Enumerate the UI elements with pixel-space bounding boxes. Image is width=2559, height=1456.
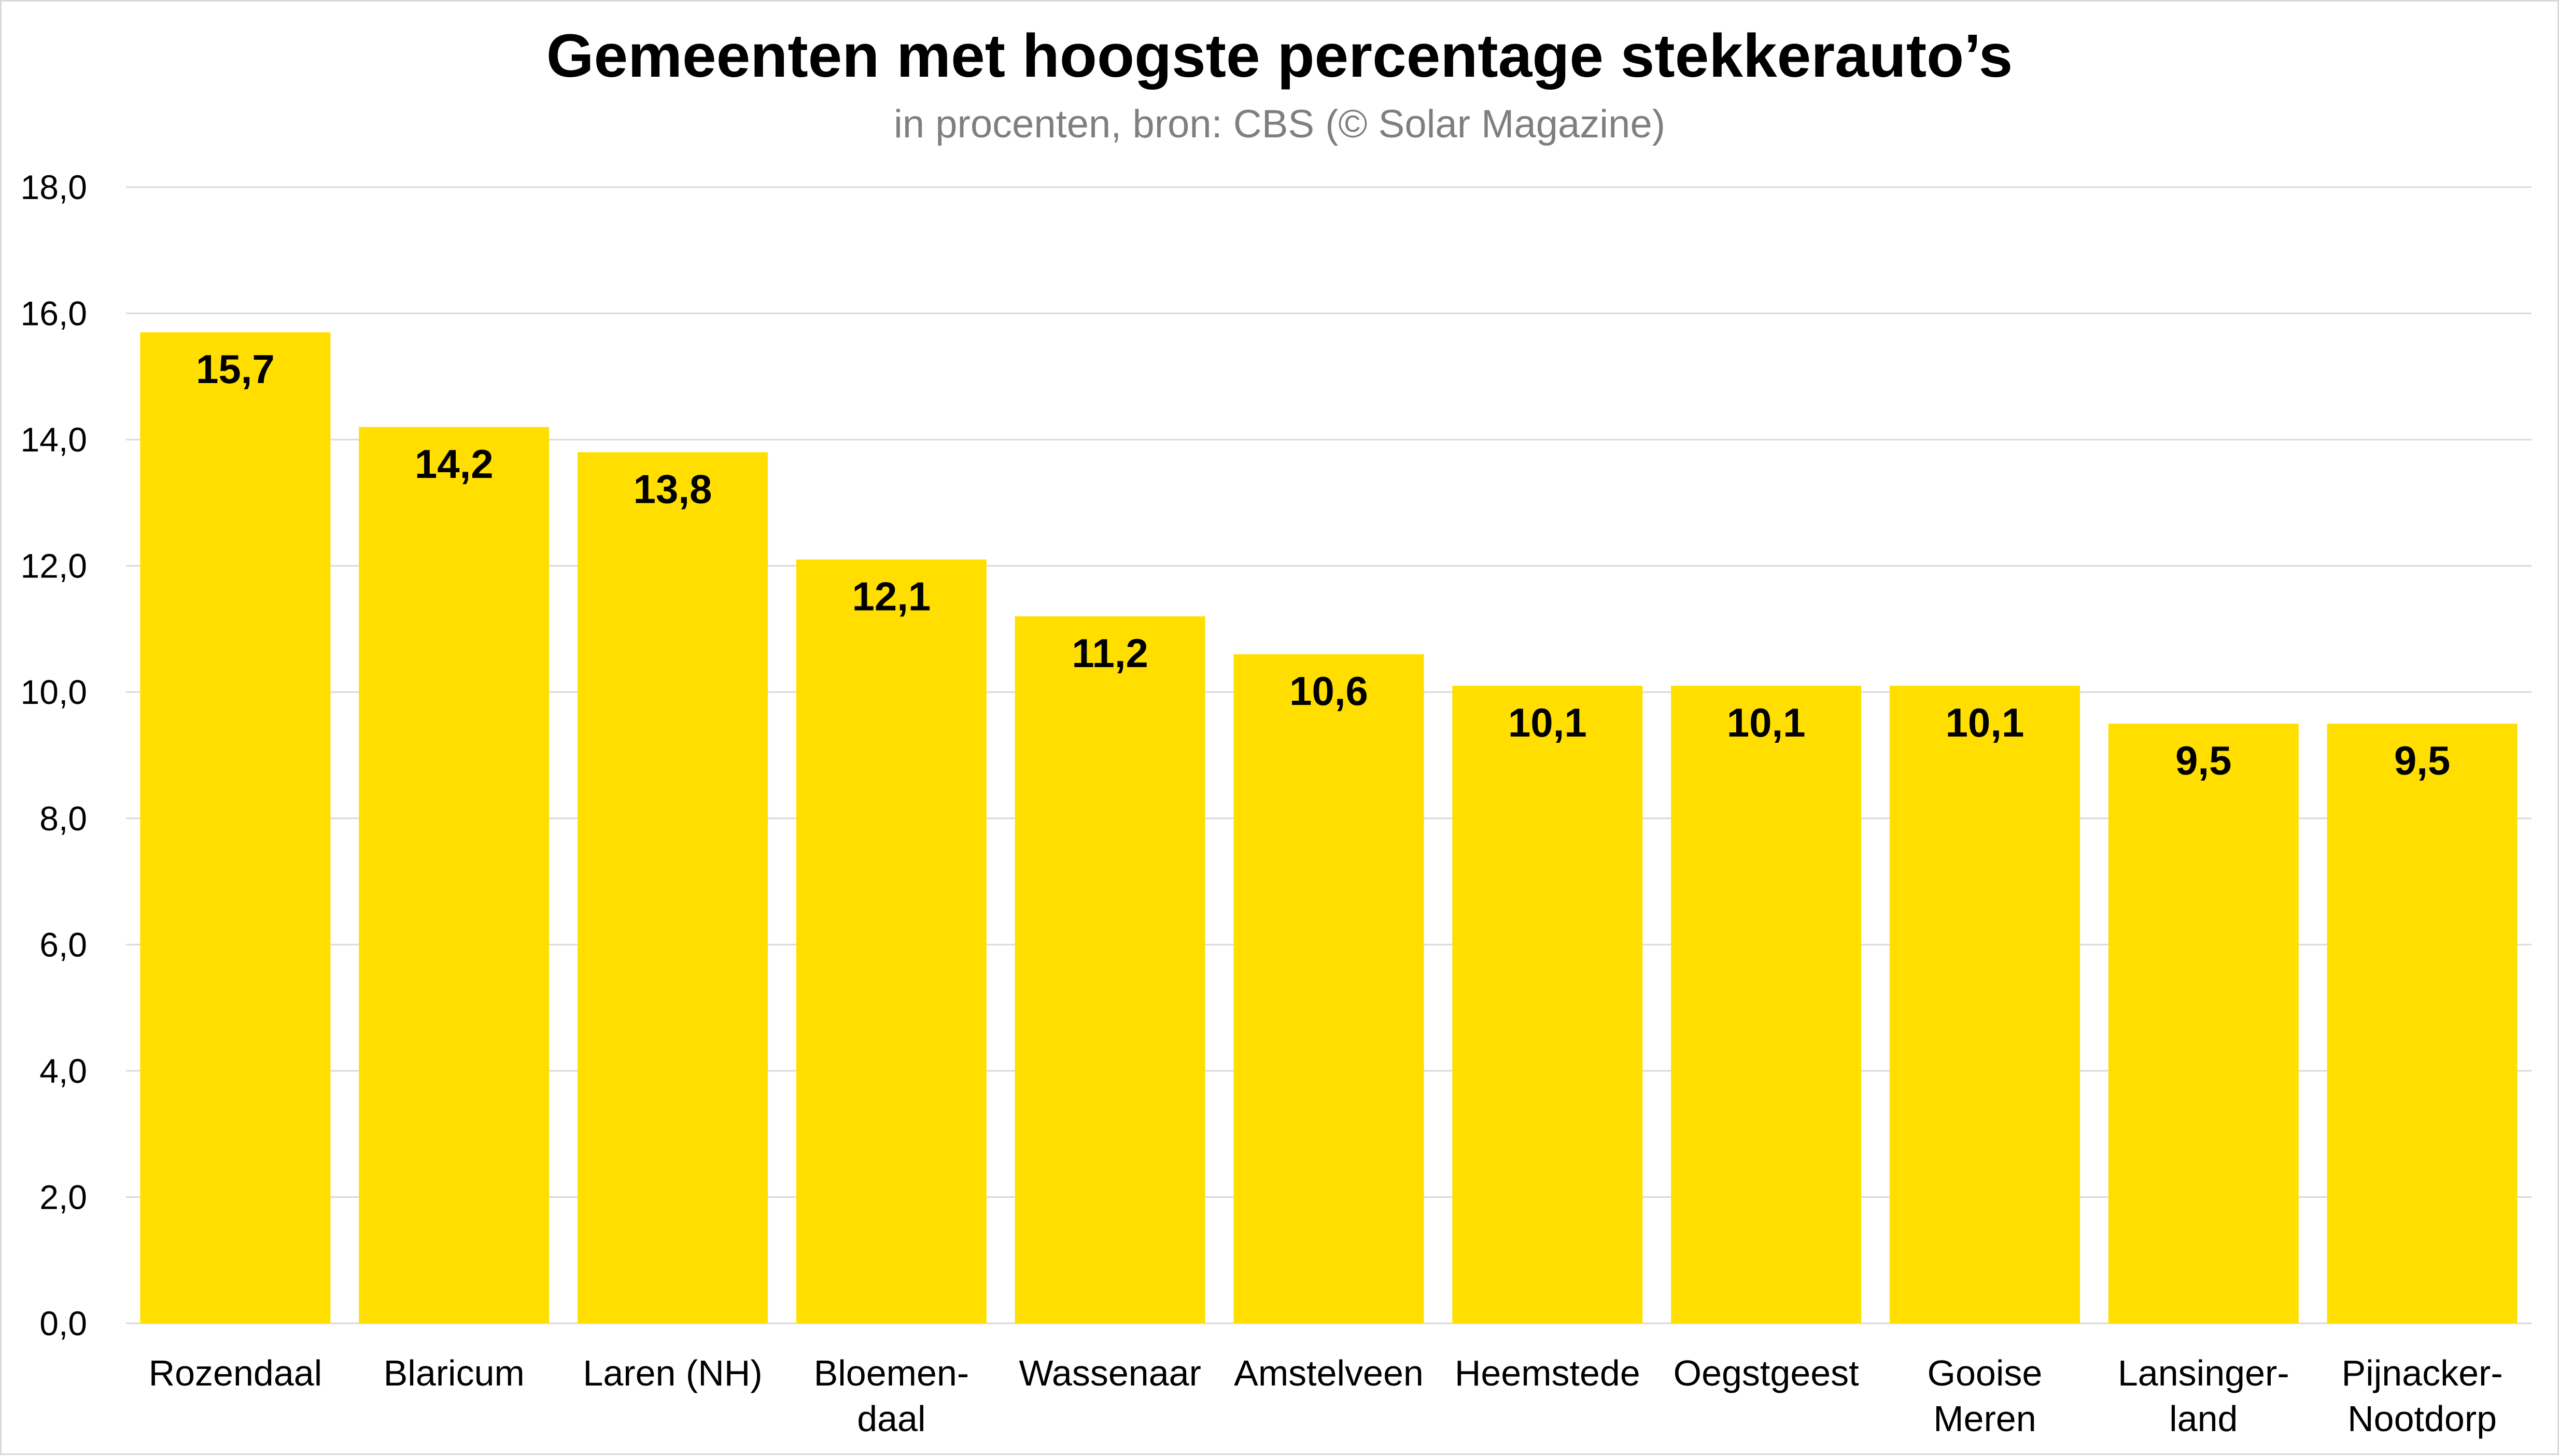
bar	[1015, 616, 1205, 1323]
x-tick-label: Gooise Meren	[1928, 1353, 2043, 1439]
bar	[1233, 654, 1424, 1323]
y-tick-label: 8,0	[39, 799, 87, 838]
bar	[578, 452, 768, 1323]
bar	[2108, 724, 2299, 1323]
bar	[359, 427, 550, 1323]
data-label: 12,1	[852, 573, 931, 619]
bar	[796, 559, 987, 1323]
bar	[140, 332, 331, 1323]
x-tick-label-line: daal	[857, 1398, 925, 1439]
bar	[1671, 686, 1862, 1323]
bar	[2327, 724, 2518, 1323]
x-tick-label-line: Bloemen-	[814, 1353, 969, 1393]
x-tick-label: Bloemen-daal	[814, 1353, 969, 1439]
data-label: 9,5	[2175, 738, 2231, 783]
y-tick-label: 10,0	[21, 673, 87, 711]
x-tick-label-line: Nootdorp	[2347, 1398, 2497, 1439]
data-label: 9,5	[2394, 738, 2450, 783]
y-tick-label: 4,0	[39, 1052, 87, 1090]
bar	[1889, 686, 2080, 1323]
x-tick-label-line: Blaricum	[384, 1353, 525, 1393]
x-axis-ticks: Rozendaal Blaricum Laren (NH) Bloemen-daal W…	[149, 1353, 2503, 1439]
chart-subtitle: in procenten, bron: CBS (© Solar Magazin…	[894, 102, 1665, 146]
data-label: 10,1	[1946, 700, 2024, 745]
y-tick-label: 12,0	[21, 547, 87, 585]
x-tick-label: Laren (NH)	[583, 1353, 762, 1393]
data-label: 10,1	[1727, 700, 1806, 745]
data-label: 10,1	[1508, 700, 1587, 745]
data-label: 13,8	[634, 466, 712, 512]
x-tick-label-line: Oegstgeest	[1674, 1353, 1859, 1393]
y-tick-label: 2,0	[39, 1178, 87, 1216]
x-tick-label-line: Amstelveen	[1234, 1353, 1424, 1393]
x-tick-label: Oegstgeest	[1674, 1353, 1859, 1393]
x-tick-label-line: Pijnacker-	[2341, 1353, 2502, 1393]
x-tick-label: Blaricum	[384, 1353, 525, 1393]
bars	[140, 332, 2518, 1323]
x-tick-label-line: Wassenaar	[1019, 1353, 1201, 1393]
x-tick-label-line: Meren	[1933, 1398, 2036, 1439]
x-tick-label: Amstelveen	[1234, 1353, 1424, 1393]
data-labels: 15,7 14,2 13,8 12,1 11,2 10,6 10,1 10,1 10,1 9,5 9…	[196, 346, 2450, 783]
data-label: 15,7	[196, 346, 275, 392]
x-tick-label-line: Rozendaal	[149, 1353, 322, 1393]
y-tick-label: 16,0	[21, 294, 87, 333]
y-tick-label: 18,0	[21, 168, 87, 206]
y-tick-label: 14,0	[21, 420, 87, 459]
x-tick-label: Pijnacker- Nootdorp	[2341, 1353, 2502, 1439]
y-axis-ticks: 0,0 2,0 4,0 6,0 8,0 10,0 12,0 14,0 16,0 18,0	[21, 168, 87, 1342]
data-label: 14,2	[415, 441, 494, 487]
bar	[1452, 686, 1643, 1323]
x-tick-label-line: Gooise	[1928, 1353, 2043, 1393]
x-tick-label: Heemstede	[1455, 1353, 1640, 1393]
data-label: 11,2	[1072, 630, 1148, 676]
x-tick-label: Lansinger-land	[2118, 1353, 2289, 1439]
chart-title: Gemeenten met hoogste percentage stekker…	[546, 22, 2013, 90]
x-tick-label-line: land	[2169, 1398, 2238, 1439]
data-label: 10,6	[1289, 668, 1368, 714]
x-tick-label: Wassenaar	[1019, 1353, 1201, 1393]
y-tick-label: 0,0	[39, 1304, 87, 1342]
y-tick-label: 6,0	[39, 925, 87, 964]
x-tick-label: Rozendaal	[149, 1353, 322, 1393]
x-tick-label-line: Laren (NH)	[583, 1353, 762, 1393]
x-tick-label-line: Heemstede	[1455, 1353, 1640, 1393]
x-tick-label-line: Lansinger-	[2118, 1353, 2289, 1393]
